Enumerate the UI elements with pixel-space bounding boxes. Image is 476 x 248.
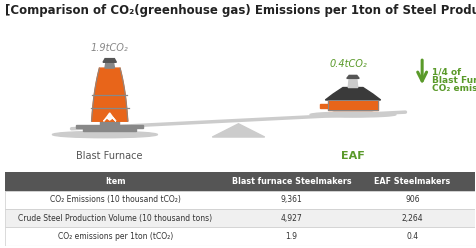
Text: 4,927: 4,927 (280, 214, 302, 223)
Polygon shape (327, 100, 377, 110)
Polygon shape (347, 78, 357, 88)
Text: 906: 906 (404, 195, 419, 204)
Text: Item: Item (105, 177, 125, 186)
Polygon shape (103, 59, 116, 62)
Text: CO₂ emissions per 1ton (tCO₂): CO₂ emissions per 1ton (tCO₂) (58, 232, 172, 241)
FancyBboxPatch shape (5, 172, 474, 191)
Text: 1.9: 1.9 (285, 232, 297, 241)
Ellipse shape (52, 131, 157, 138)
Text: 0.4tCO₂: 0.4tCO₂ (328, 59, 366, 69)
Polygon shape (346, 75, 358, 78)
Ellipse shape (309, 112, 395, 117)
Polygon shape (331, 110, 374, 113)
Polygon shape (100, 121, 119, 125)
FancyBboxPatch shape (5, 209, 474, 227)
Text: Crude Steel Production Volume (10 thousand tons): Crude Steel Production Volume (10 thousa… (18, 214, 212, 223)
Polygon shape (83, 127, 136, 131)
Text: 9,361: 9,361 (280, 195, 302, 204)
Polygon shape (212, 124, 264, 137)
Text: 2,264: 2,264 (401, 214, 422, 223)
Text: [Comparison of CO₂(greenhouse gas) Emissions per 1ton of Steel Product]: [Comparison of CO₂(greenhouse gas) Emiss… (5, 4, 476, 17)
Text: 0.4: 0.4 (406, 232, 417, 241)
Polygon shape (91, 68, 128, 121)
Text: CO₂ Emissions (10 thousand tCO₂): CO₂ Emissions (10 thousand tCO₂) (50, 195, 180, 204)
Polygon shape (76, 125, 143, 127)
Text: 1.9tCO₂: 1.9tCO₂ (90, 43, 129, 53)
Text: Blast Furnace: Blast Furnace (76, 151, 143, 161)
Polygon shape (105, 62, 114, 68)
FancyBboxPatch shape (5, 191, 474, 209)
Polygon shape (325, 88, 380, 100)
Text: 1/4 of: 1/4 of (431, 68, 460, 77)
Text: EAF Steelmakers: EAF Steelmakers (374, 177, 449, 186)
Text: CO₂ emissions: CO₂ emissions (431, 84, 476, 93)
Polygon shape (103, 113, 116, 121)
Polygon shape (319, 104, 327, 108)
Text: Blast furnace Steelmakers: Blast furnace Steelmakers (231, 177, 350, 186)
Text: Blast Furnace: Blast Furnace (431, 76, 476, 85)
Text: EAF: EAF (340, 151, 364, 161)
FancyBboxPatch shape (5, 227, 474, 246)
